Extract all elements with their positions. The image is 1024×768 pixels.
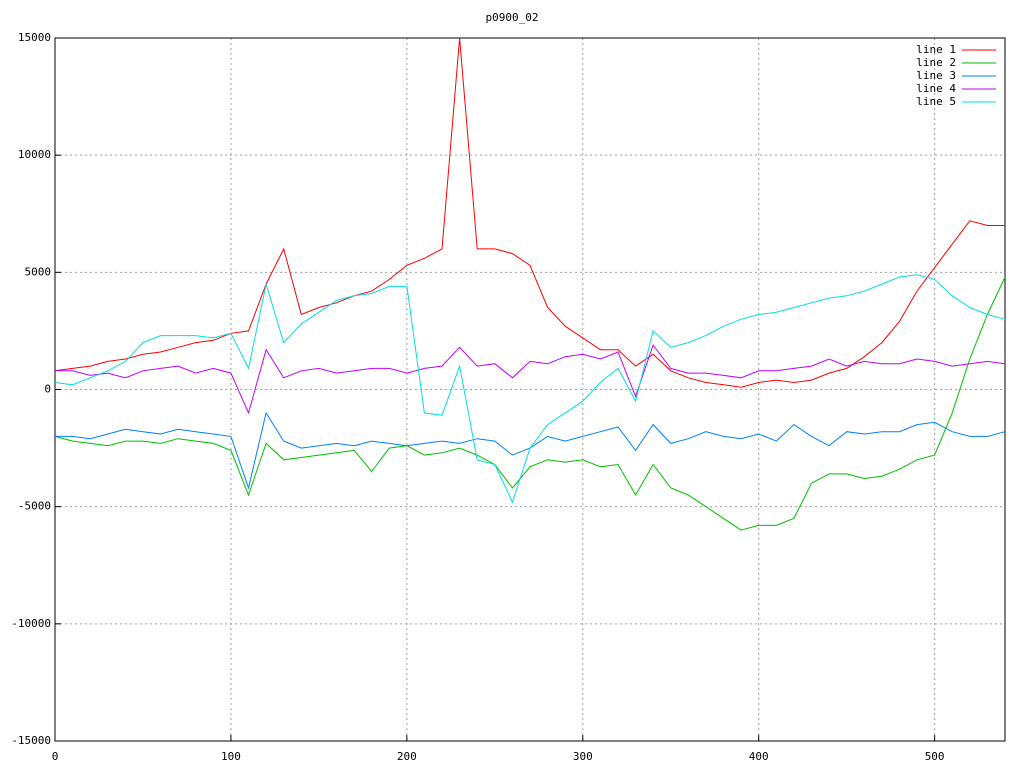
- line-series: [55, 411, 1006, 490]
- chart-title: p0900_02: [486, 11, 539, 24]
- line-series: [55, 343, 1006, 415]
- x-tick-label: 0: [52, 750, 59, 763]
- legend-label: line 3: [916, 69, 956, 82]
- legend-label: line 2: [916, 56, 956, 69]
- x-tick-label: 500: [925, 750, 945, 763]
- x-tick-label: 300: [573, 750, 593, 763]
- y-tick-label: 0: [44, 383, 51, 396]
- legend-label: line 4: [916, 82, 956, 95]
- x-tick-label: 200: [397, 750, 417, 763]
- legend-label: line 5: [916, 95, 956, 108]
- line-series: [54, 276, 1006, 531]
- y-tick-label: 5000: [25, 265, 52, 278]
- y-tick-label: 15000: [18, 31, 51, 44]
- y-tick-label: -10000: [11, 617, 51, 630]
- plot-frame: [54, 37, 1006, 742]
- y-tick-label: 10000: [18, 148, 51, 161]
- line-series: [54, 274, 1006, 504]
- y-tick-label: -5000: [18, 500, 51, 513]
- y-tick-label: -15000: [11, 734, 51, 747]
- legend-label: line 1: [916, 43, 956, 56]
- line-series: [54, 37, 1005, 388]
- x-tick-label: 400: [749, 750, 769, 763]
- x-tick-label: 100: [221, 750, 241, 763]
